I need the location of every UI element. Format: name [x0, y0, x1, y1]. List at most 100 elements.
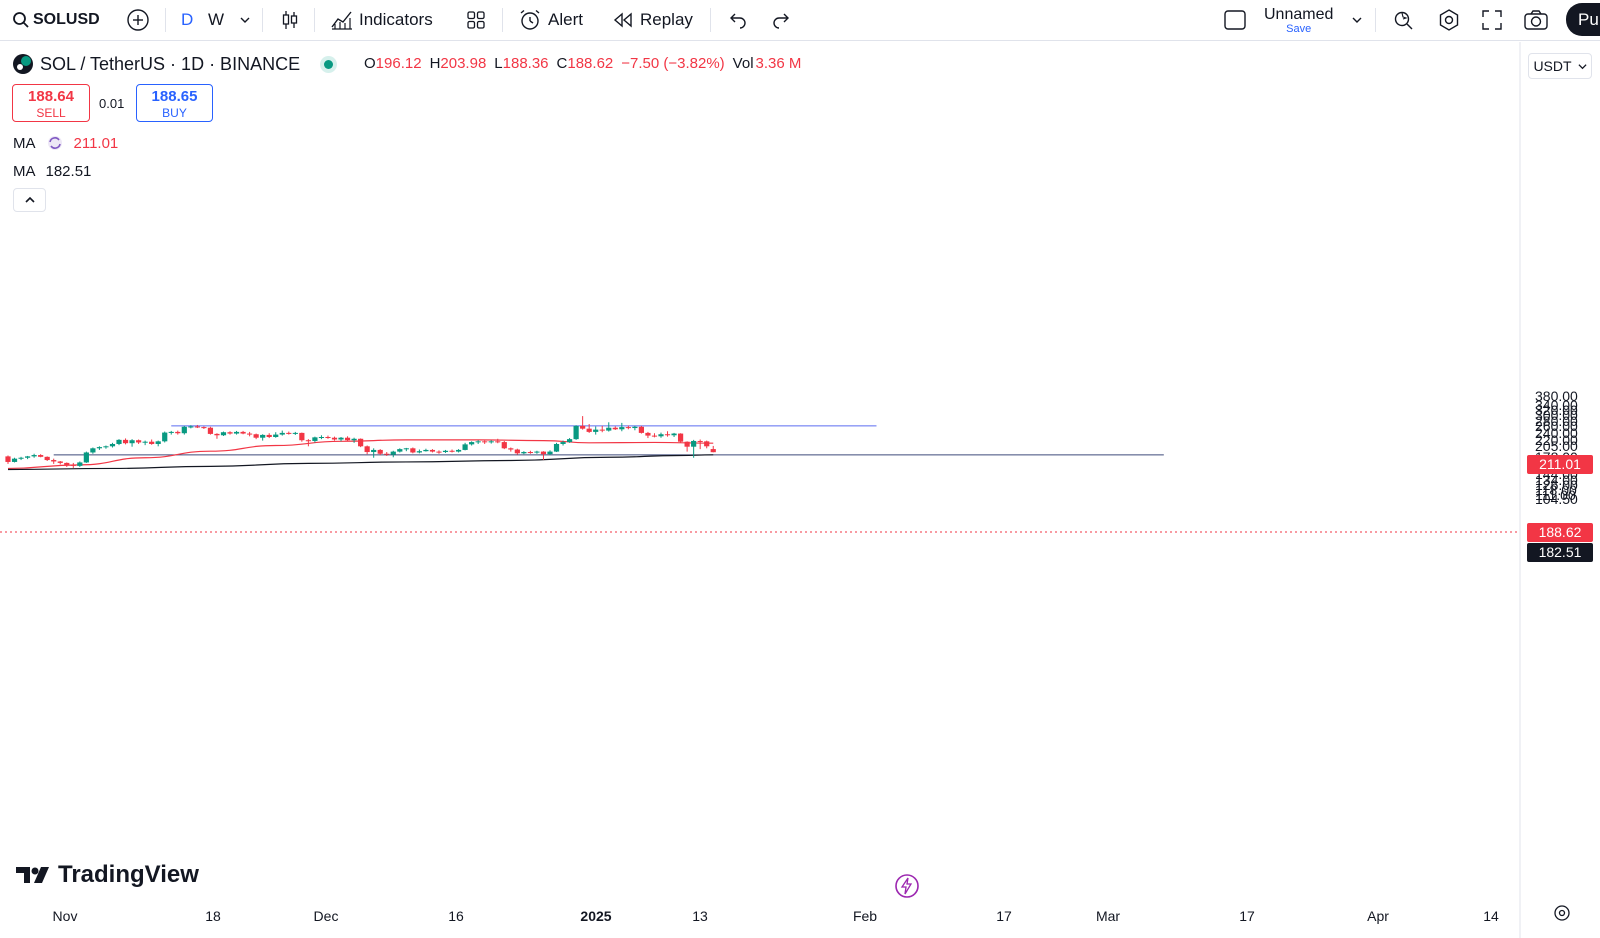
candle-body	[103, 446, 109, 448]
candle	[566, 438, 573, 443]
time-axis-label: 2025	[580, 908, 612, 924]
candle-body	[658, 434, 664, 437]
candle-body	[436, 451, 442, 453]
interval-d[interactable]: D	[181, 10, 194, 29]
candle	[266, 433, 272, 439]
high-value: 203.98	[440, 55, 487, 72]
price-axis-label: 126.00	[1535, 476, 1578, 493]
snapshot-button[interactable]	[1523, 0, 1549, 40]
price-axis-label: 280.00	[1535, 412, 1578, 429]
interval-w[interactable]: W	[208, 10, 225, 29]
candles-icon	[282, 11, 298, 29]
candle-body	[482, 441, 488, 443]
ma-200-name: MA	[13, 163, 36, 180]
time-axis-label: 16	[448, 908, 464, 924]
price-axis-label: 111.00	[1535, 486, 1576, 503]
ma-200-value: 182.51	[45, 163, 92, 180]
legend-title[interactable]: SOL / TetherUS · 1D · BINANCE	[40, 53, 301, 74]
candle	[305, 439, 311, 447]
candle-body	[129, 440, 135, 444]
candle	[553, 442, 560, 453]
candle-body	[475, 441, 481, 443]
candle	[90, 447, 96, 454]
layout-checkbox[interactable]	[1223, 0, 1247, 40]
fullscreen-button[interactable]	[1481, 0, 1503, 40]
time-axis-label: Nov	[52, 908, 78, 924]
candle	[227, 431, 233, 435]
currency-unit-button[interactable]: USDT	[1528, 53, 1592, 79]
candle-body	[429, 449, 436, 452]
alarm-clock-icon	[520, 9, 540, 30]
candle	[658, 432, 664, 438]
candle-body	[247, 433, 253, 435]
candle-body	[136, 440, 142, 443]
collapse-indicators-button[interactable]	[13, 188, 46, 212]
time-axis-label: Feb	[852, 908, 878, 924]
candle	[207, 426, 214, 435]
candle	[240, 430, 246, 435]
candle-body	[122, 439, 129, 444]
settings-button[interactable]	[1437, 0, 1461, 40]
candle-body	[279, 432, 285, 435]
candle-body	[207, 427, 214, 434]
candle	[109, 442, 116, 448]
buy-button[interactable]: 188.65 BUY	[136, 84, 213, 122]
candle	[122, 438, 129, 445]
quick-search-button[interactable]	[1391, 0, 1415, 40]
candle	[338, 437, 344, 442]
undo-button[interactable]	[727, 0, 747, 40]
layout-name[interactable]: Unnamed Save	[1264, 0, 1333, 40]
interval-dropdown[interactable]	[239, 0, 251, 40]
candle	[325, 435, 331, 439]
candle-body	[260, 434, 266, 438]
candle	[70, 462, 76, 468]
alert-button[interactable]: Alert	[518, 0, 583, 40]
candle	[488, 440, 494, 444]
low-key: L	[494, 55, 503, 72]
candle-body	[423, 449, 429, 452]
candle	[632, 425, 638, 431]
candle	[645, 431, 651, 439]
time-axis-label: 13	[692, 908, 708, 924]
ma-200-line[interactable]	[7, 454, 714, 471]
candle-body	[580, 425, 586, 429]
indicators-button[interactable]: Indicators	[330, 0, 433, 40]
redo-button[interactable]	[772, 0, 792, 40]
candle-body	[188, 426, 194, 428]
candle	[331, 436, 338, 441]
candle	[364, 445, 370, 455]
compare-button[interactable]	[126, 0, 150, 40]
chart-type-button[interactable]	[280, 0, 300, 40]
price-axis-label: 260.00	[1535, 418, 1578, 435]
tradingview-logo-icon	[16, 867, 49, 883]
candle	[168, 430, 174, 435]
symbol-search[interactable]: SOLUSD	[12, 0, 100, 40]
candle-body	[534, 451, 540, 453]
time-axis-label: 18	[205, 908, 221, 924]
candle-body	[397, 449, 403, 452]
axis-settings-button[interactable]	[1552, 903, 1572, 928]
sell-label: SELL	[36, 106, 66, 120]
layout-dropdown[interactable]	[1351, 0, 1363, 40]
candle-body	[227, 432, 233, 434]
price-axis-label: 134.00	[1535, 471, 1578, 488]
candle	[664, 431, 671, 437]
publish-button[interactable]: Pu	[1566, 3, 1600, 36]
candle-body	[566, 439, 573, 443]
indicator-ma-200[interactable]: MA 182.51	[13, 163, 91, 180]
ma-50-line[interactable]	[7, 439, 714, 470]
templates-button[interactable]	[466, 0, 486, 40]
time-axis-label: Apr	[1367, 908, 1389, 924]
tradingview-logo[interactable]: TradingView	[16, 861, 199, 889]
candle	[593, 426, 599, 435]
candle	[377, 449, 383, 456]
lightning-event-icon[interactable]	[894, 873, 920, 904]
candle	[181, 425, 187, 435]
indicator-ma-50[interactable]: MA 211.01	[13, 134, 118, 152]
candle	[469, 441, 475, 446]
candle-body	[83, 452, 89, 463]
sell-button[interactable]: 188.64 SELL	[12, 84, 90, 122]
replay-button[interactable]: Replay	[612, 0, 693, 40]
candle-body	[664, 434, 671, 436]
